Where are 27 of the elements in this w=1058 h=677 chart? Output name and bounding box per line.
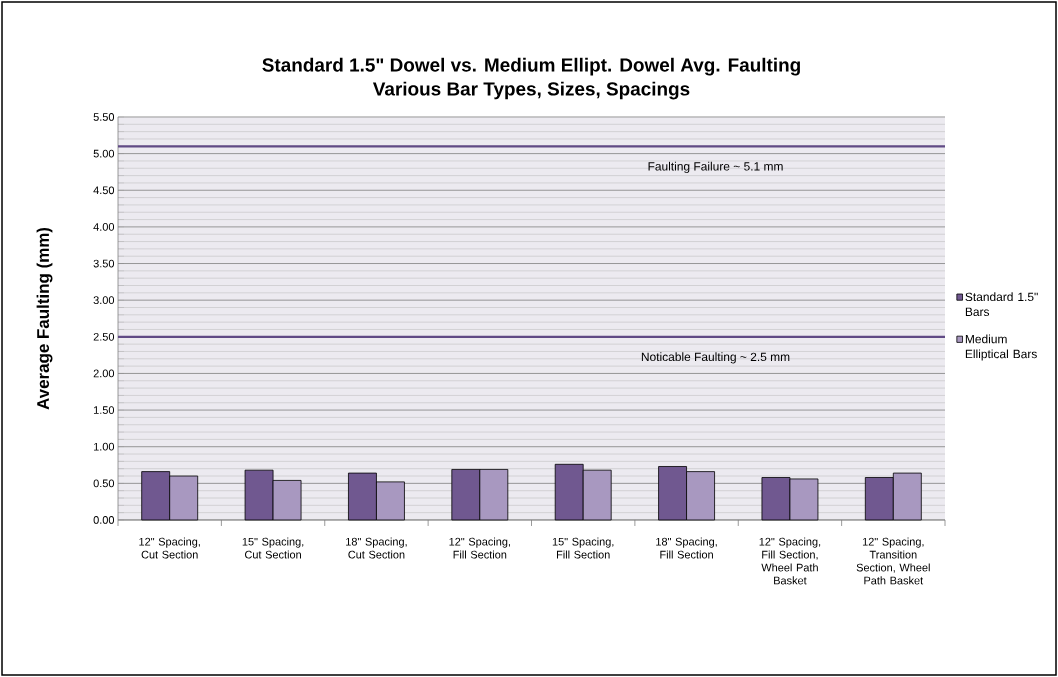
- chart-subtitle: Various Bar Types, Sizes, Spacings: [372, 81, 690, 100]
- y-tick-label: 3.50: [93, 259, 115, 268]
- ref-line-label: Noticable Faulting ~ 2.5 mm: [641, 352, 790, 364]
- x-tick-label: 15" Spacing, Fill Section: [552, 537, 614, 559]
- x-tick-label: 12" Spacing, Transition Section, Wheel Path Basket: [856, 537, 930, 585]
- x-tick-label: 12" Spacing, Cut Section: [139, 537, 200, 559]
- y-tick-label: 0.00: [93, 516, 115, 524]
- y-tick-label: 1.00: [93, 442, 115, 451]
- legend-label: Standard 1.5" Bars: [965, 292, 1038, 317]
- chart-title: Standard 1.5" Dowel vs. Medium Ellipt. Dowel Avg. Faulting: [262, 57, 800, 76]
- ref-line-label: Faulting Failure ~ 5.1 mm: [648, 161, 783, 173]
- x-tick-label: 12" Spacing, Fill Section, Wheel Path Basket: [759, 537, 821, 585]
- legend-label: Medium Elliptical Bars: [965, 334, 1037, 361]
- y-tick-label: 2.50: [93, 332, 115, 341]
- y-tick-label: 5.50: [93, 113, 115, 121]
- x-tick-label: 18" Spacing, Cut Section: [346, 537, 407, 559]
- y-axis-title: Average Faulting (mm): [36, 227, 53, 410]
- y-tick-label: 1.50: [93, 406, 115, 414]
- y-tick-label: 4.00: [93, 223, 115, 231]
- y-tick-label: 5.00: [93, 149, 115, 158]
- x-tick-label: 15" Spacing, Cut Section: [242, 537, 304, 559]
- x-tick-label: 12" Spacing, Fill Section: [449, 537, 511, 559]
- y-tick-label: 4.50: [93, 186, 115, 195]
- x-tick-label: 18" Spacing, Fill Section: [656, 537, 717, 559]
- y-tick-label: 2.00: [93, 369, 115, 378]
- y-tick-label: 0.50: [93, 479, 115, 488]
- y-tick-label: 3.00: [93, 296, 115, 305]
